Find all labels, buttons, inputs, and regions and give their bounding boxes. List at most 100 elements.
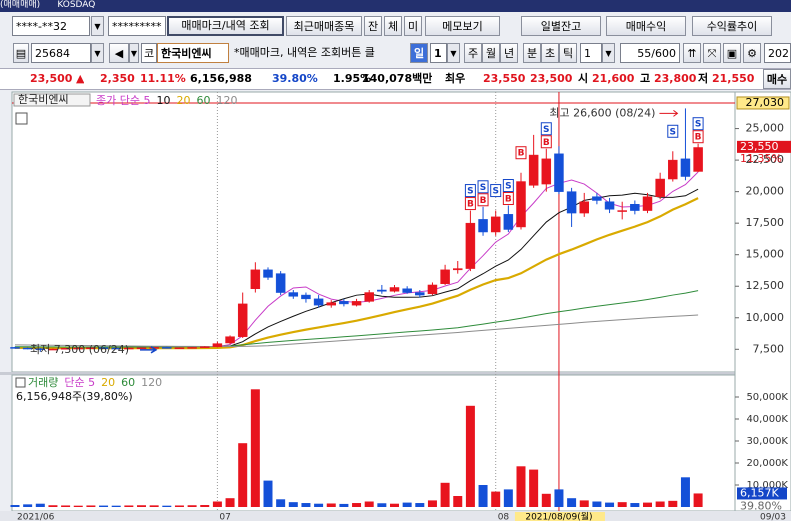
icon-button[interactable]: ⇈ — [683, 43, 701, 63]
y-tick-label: 12,500 — [746, 279, 785, 292]
candle-body — [212, 343, 223, 348]
candle-body — [10, 347, 20, 349]
candle-body — [528, 154, 539, 186]
y-tick-label: 17,500 — [746, 216, 785, 229]
volume-bar — [503, 489, 513, 507]
dropdown[interactable]: ▼ — [447, 43, 460, 63]
legend-entry: 120 — [141, 376, 162, 389]
volume-bar — [390, 503, 399, 507]
icon-button[interactable]: ◀ — [109, 43, 129, 63]
button[interactable]: 일별잔고 — [521, 16, 601, 36]
button[interactable]: 매매마크/내역 조회 — [167, 16, 284, 36]
volume-bar — [212, 501, 222, 507]
candle-body — [339, 301, 349, 305]
volume-bar — [680, 477, 690, 507]
volume-bar — [263, 480, 273, 507]
candle-body — [604, 201, 615, 210]
x-tick-label: 2021/06 — [17, 513, 55, 521]
candle-body — [490, 216, 501, 233]
market-label: 코 — [141, 43, 157, 63]
button[interactable]: 최근매매종목 — [286, 16, 362, 36]
dropdown[interactable]: ▼ — [91, 16, 104, 36]
dropdown[interactable]: ▼ — [91, 43, 104, 63]
candle-body — [124, 347, 134, 350]
volume-bar — [453, 496, 463, 507]
order-button[interactable]: 매수 — [763, 69, 791, 89]
candle-body — [566, 191, 577, 214]
button[interactable]: 매매수익 — [606, 16, 686, 36]
volume-bar — [364, 501, 374, 507]
trade-mark — [692, 117, 704, 131]
volume-bar — [415, 503, 425, 507]
low-note: 최저 7,300 (06/24) — [30, 343, 129, 356]
password-input[interactable]: ********* — [108, 16, 166, 36]
candle-body — [402, 288, 412, 293]
icon-button[interactable]: ⚙ — [743, 43, 761, 63]
legend-entry: 20 — [101, 376, 115, 389]
turnover: 1.95% — [333, 72, 372, 85]
period-button[interactable]: 분 — [523, 43, 541, 63]
volume-bar — [111, 505, 121, 507]
candle-body — [225, 336, 235, 344]
period-button[interactable]: 년 — [500, 43, 518, 63]
crosshair-tag — [514, 512, 605, 521]
tick-input[interactable]: 1 — [580, 43, 602, 63]
button[interactable]: 수익률추이 — [692, 16, 772, 36]
period-button[interactable]: 초 — [541, 43, 559, 63]
volume-title: 거래량 — [28, 376, 58, 389]
icon-button[interactable]: ⤧ — [703, 43, 721, 63]
volume-bar — [579, 500, 589, 507]
volume-bar — [200, 505, 210, 507]
period-input[interactable]: 1 — [430, 43, 447, 63]
volume-bar — [592, 501, 602, 507]
trade-mark-label: B — [505, 195, 512, 205]
candle-body — [288, 292, 299, 297]
volume-bar — [225, 498, 235, 507]
volume-bar — [491, 491, 501, 507]
period-button[interactable]: 틱 — [559, 43, 577, 63]
period-button[interactable]: 일 — [410, 43, 428, 63]
icon-button[interactable]: ▤ — [13, 43, 29, 63]
candle-body — [617, 210, 627, 212]
arrow: ▲ — [76, 72, 85, 85]
volume-bar — [465, 405, 475, 507]
legend-entry: 종가 단순 5 — [96, 94, 150, 107]
dropdown[interactable]: ▼ — [602, 43, 615, 63]
price: 23,500 — [30, 72, 73, 85]
x-tick-label: 08 — [498, 513, 510, 521]
candle-body — [73, 347, 83, 350]
date-input[interactable]: 2021 — [764, 43, 791, 63]
volume-bar — [478, 485, 488, 507]
code-input[interactable]: 25684 — [31, 43, 91, 63]
upper-label: 27,030 — [746, 96, 785, 109]
trade-mark-label: S — [695, 120, 701, 130]
button[interactable]: 미 — [404, 16, 422, 36]
y-tick-label: 15,000 — [746, 248, 785, 261]
stock-name: 한국비엔씨 — [157, 43, 229, 63]
trade-mark-label: B — [518, 149, 525, 159]
trade-mark-label: S — [505, 182, 511, 192]
candle-body — [275, 273, 286, 293]
period-button[interactable]: 주 — [464, 43, 482, 63]
open-label: 시 — [578, 72, 589, 85]
period-button[interactable]: 월 — [482, 43, 500, 63]
volume-bar — [35, 503, 45, 507]
candle-body — [415, 292, 425, 296]
axis-column — [734, 91, 791, 512]
button[interactable]: 체 — [384, 16, 402, 36]
account-input[interactable]: ****-**32 — [12, 16, 90, 36]
y-tick-label: 10,000 — [746, 311, 785, 324]
candle-body — [111, 347, 121, 350]
candle-body — [86, 347, 96, 350]
y-tick-label: 40,000K — [746, 414, 788, 425]
volume-bar — [427, 500, 437, 507]
market: KOSDAQ — [57, 0, 96, 10]
volume-bar — [124, 505, 134, 507]
price-panel — [11, 91, 736, 373]
current-label: 23,550 — [740, 140, 779, 153]
dropdown[interactable]: ▼ — [129, 43, 139, 63]
volume-bar — [301, 503, 311, 507]
button[interactable]: 잔 — [364, 16, 382, 36]
icon-button[interactable]: ▣ — [723, 43, 741, 63]
button[interactable]: 메모보기 — [425, 16, 500, 36]
